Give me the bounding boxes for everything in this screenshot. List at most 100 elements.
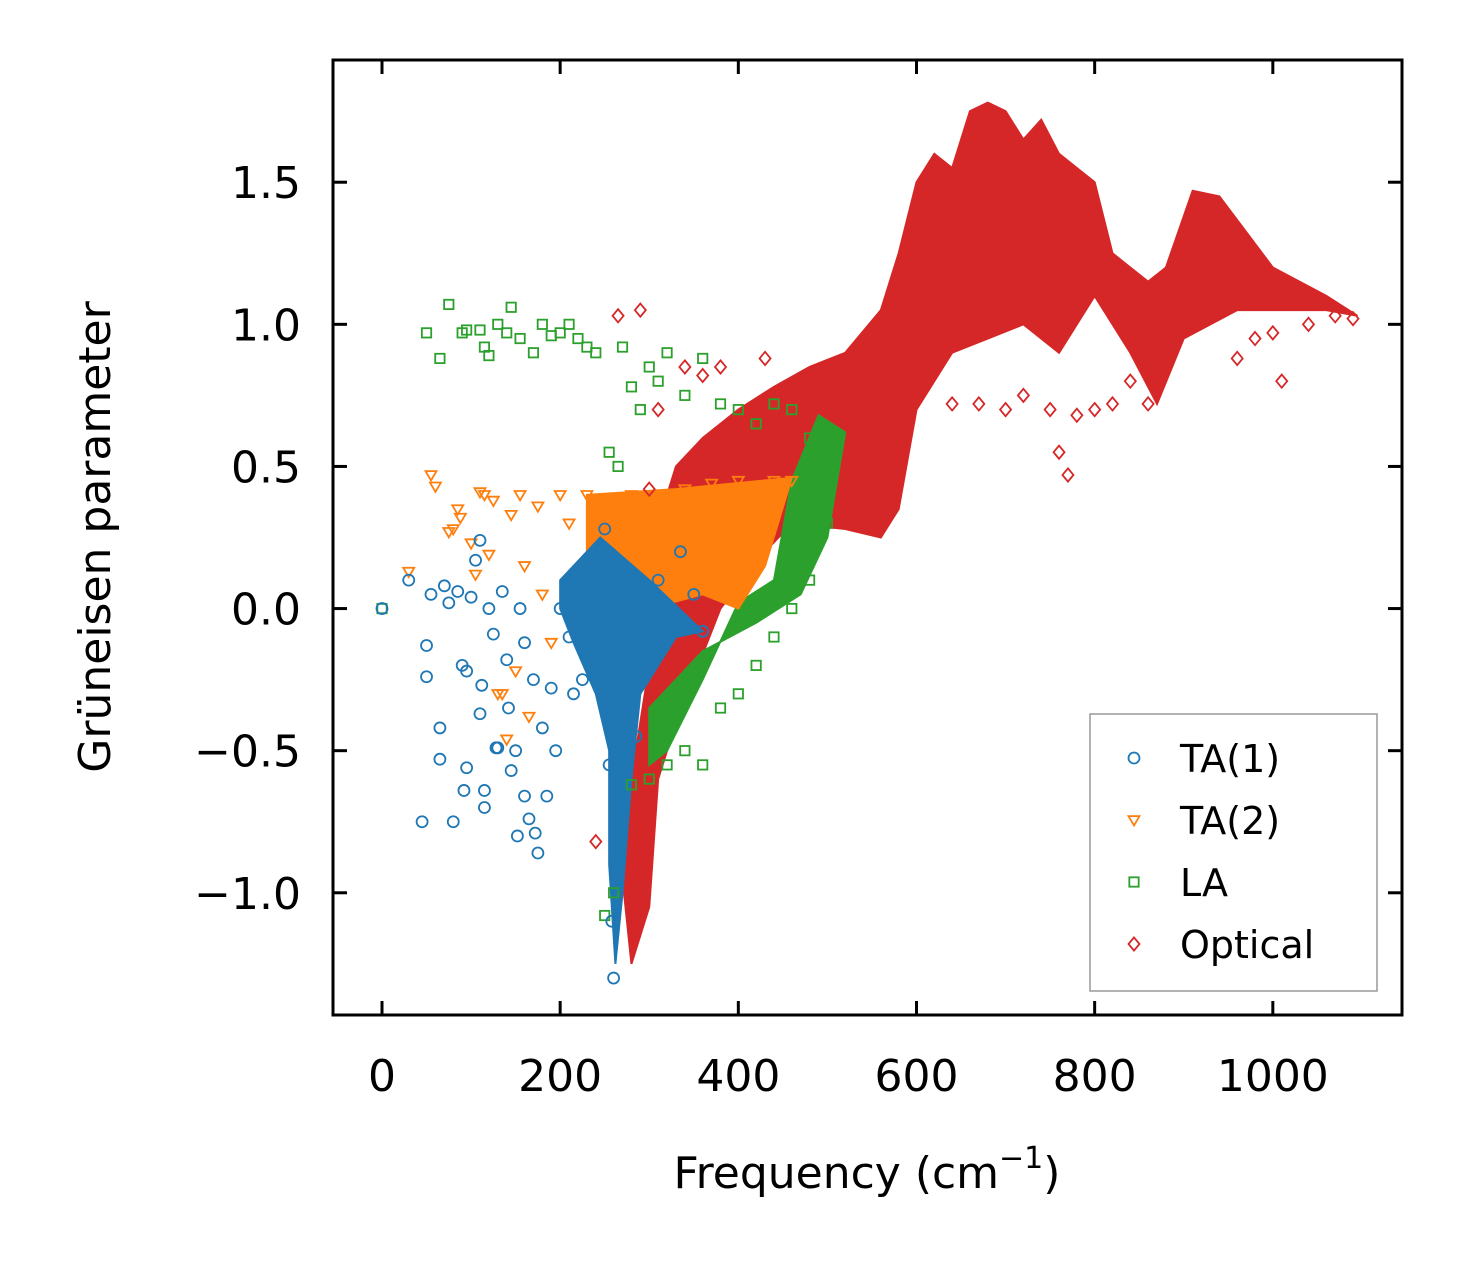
y-tick-label: 1.5 (231, 158, 301, 209)
marker-ta-1 (495, 585, 509, 598)
marker-la (536, 318, 548, 330)
marker-ta-2 (521, 711, 537, 724)
marker-ta-1 (509, 744, 523, 758)
marker-optical (1087, 401, 1102, 418)
marker-ta-1 (687, 587, 701, 601)
marker-optical (972, 395, 986, 412)
marker-la (821, 460, 833, 473)
marker-ta-1 (478, 784, 491, 797)
marker-ta-2 (677, 484, 692, 497)
marker-ta-1 (642, 644, 656, 658)
marker-ta-1 (549, 744, 563, 758)
marker-optical (1052, 444, 1066, 461)
marker-la (768, 398, 780, 410)
marker-optical (1248, 330, 1262, 347)
marker-la (750, 659, 762, 671)
marker-la (661, 347, 673, 359)
x-axis-label-end: ) (1043, 1148, 1060, 1199)
marker-optical (1275, 373, 1289, 390)
legend-marker-ta-2 (1126, 815, 1142, 828)
marker-la (643, 773, 655, 785)
marker-la (474, 324, 486, 336)
marker-ta-1 (611, 801, 625, 814)
marker-optical (1061, 466, 1075, 483)
marker-la (612, 460, 624, 473)
marker-la (697, 352, 709, 365)
marker-ta-1 (553, 602, 567, 615)
marker-ta-2 (530, 501, 545, 514)
x-axis-ticks: 0 200 400 600 800 1000 (368, 60, 1329, 1102)
marker-ta-1 (473, 707, 487, 721)
marker-la (514, 332, 526, 345)
marker-la (804, 574, 816, 586)
marker-la (750, 418, 762, 430)
marker-optical (1159, 287, 1173, 304)
marker-optical (998, 401, 1013, 418)
marker-ta-1 (491, 741, 505, 755)
marker-la (483, 350, 495, 362)
legend-label-optical: Optical (1180, 923, 1314, 967)
marker-ta-2 (749, 546, 764, 559)
marker-optical (611, 307, 625, 324)
marker-la (732, 404, 744, 416)
x-tick-label: 600 (875, 1051, 959, 1102)
marker-ta-1 (518, 636, 531, 650)
marker-optical (1328, 307, 1342, 324)
marker-ta-2 (508, 666, 523, 679)
marker-ta-1 (531, 846, 545, 860)
marker-ta-1 (540, 789, 554, 803)
marker-ta-1 (511, 829, 524, 843)
marker-optical (1128, 322, 1142, 339)
marker-ta-1 (696, 624, 710, 638)
marker-ta-1 (451, 585, 465, 598)
marker-ta-1 (629, 730, 643, 743)
marker-la (590, 347, 602, 359)
marker-ta-1 (580, 568, 594, 581)
marker-optical (678, 358, 692, 375)
dense-point-regions (559, 101, 1358, 965)
dense-region-la (648, 413, 847, 767)
marker-ta-2 (423, 470, 439, 483)
marker-la (420, 327, 433, 339)
marker-ta-1 (415, 815, 429, 829)
marker-ta-1 (475, 678, 489, 692)
marker-la (634, 404, 646, 416)
marker-la (527, 347, 540, 359)
scatter-markers (375, 287, 1360, 985)
marker-ta-1 (420, 670, 433, 684)
marker-ta-2 (477, 490, 492, 503)
marker-optical (811, 378, 826, 395)
x-tick-label: 800 (1053, 1051, 1137, 1102)
marker-ta-2 (535, 589, 550, 602)
marker-ta-2 (517, 561, 532, 574)
marker-la (697, 759, 709, 771)
marker-la (554, 327, 566, 339)
marker-la (679, 745, 691, 757)
legend-marker-ta-1 (1127, 751, 1141, 765)
legend-label-la: LA (1180, 861, 1228, 905)
plot-frame (331, 58, 1404, 1017)
x-axis-label-main: Frequency (cm (674, 1148, 1000, 1199)
marker-ta-1 (420, 639, 433, 652)
marker-ta-2 (401, 566, 416, 579)
marker-ta-2 (784, 475, 799, 488)
legend: TA(1) TA(2) LA Optical (1089, 713, 1378, 992)
marker-ta-1 (486, 627, 500, 641)
marker-ta-1 (504, 764, 518, 777)
marker-optical (1230, 350, 1244, 367)
y-tick-label: −1.0 (194, 869, 301, 920)
marker-la (625, 381, 638, 393)
x-tick-label: 0 (368, 1051, 396, 1102)
marker-ta-1 (460, 664, 474, 678)
plot-area (375, 101, 1360, 985)
marker-optical (1070, 407, 1084, 424)
legend-label-ta-2: TA(2) (1179, 799, 1280, 843)
marker-ta-2 (450, 504, 465, 517)
y-tick-label: 0.0 (231, 585, 301, 636)
marker-la (625, 779, 638, 791)
marker-ta-2 (513, 490, 528, 503)
marker-la (563, 318, 575, 330)
marker-optical (909, 373, 924, 390)
marker-optical (1346, 310, 1360, 327)
